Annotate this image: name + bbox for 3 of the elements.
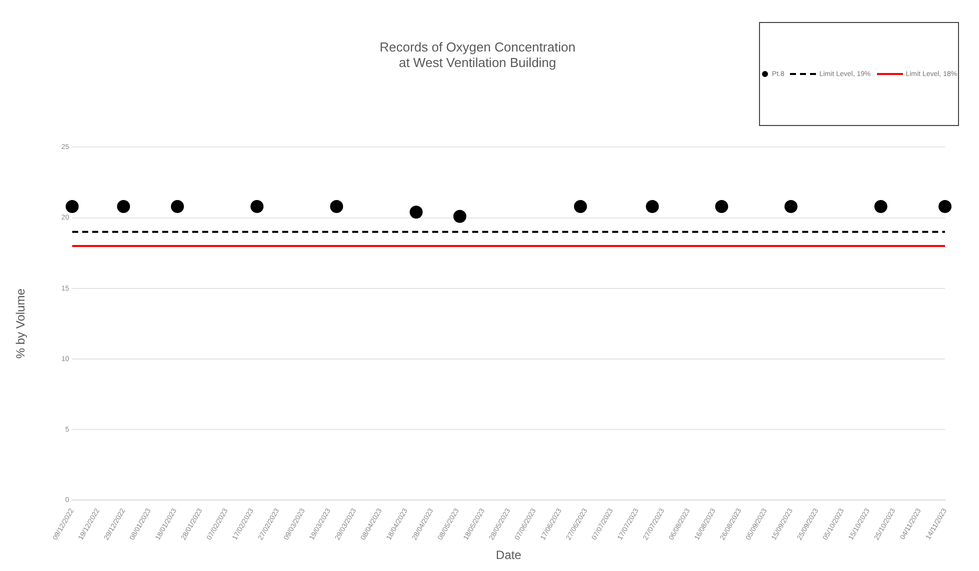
y-axis-title: % by Volume: [14, 288, 28, 359]
chart-title: Records of Oxygen Concentration at West Ventilation Building: [380, 39, 576, 70]
x-axis-title: Date: [496, 548, 522, 562]
